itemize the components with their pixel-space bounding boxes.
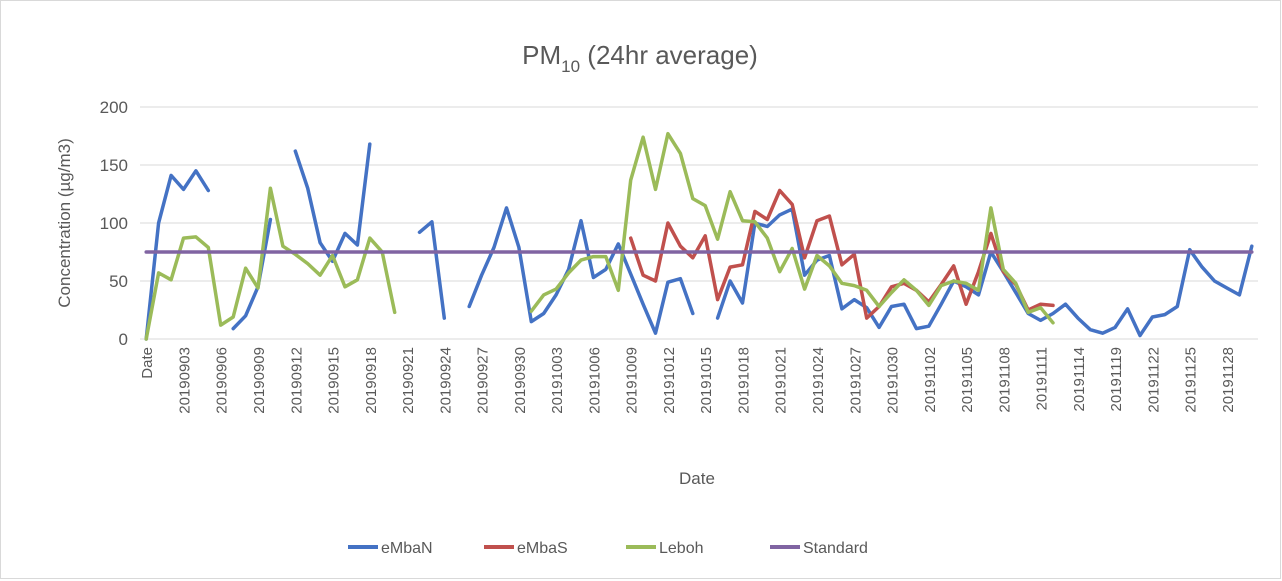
title-main: PM [522,40,561,70]
x-tick-label: 20191012 [661,347,678,414]
x-tick-label: 20191128 [1220,347,1237,413]
series-line [144,142,1254,341]
x-tick-label: 20191006 [586,347,603,414]
x-tick-label: 20190915 [326,347,343,414]
x-tick-label: 20191108 [996,347,1013,413]
x-tick-label: 20191125 [1183,347,1200,413]
x-tick-label: 20190906 [214,347,231,414]
y-tick-label: 100 [100,214,128,233]
x-tick-label: 20191018 [735,347,752,414]
x-tick-label: 20191119 [1108,347,1125,412]
chart-title: PM10 (24hr average) [522,40,758,76]
x-tick-label: 20190927 [475,347,492,414]
x-tick-label: 20191021 [773,347,790,414]
x-tick-label: 20190909 [251,347,268,414]
x-tick-label: 20190918 [363,347,380,414]
x-tick-label: 20191027 [847,347,864,414]
x-tick-label: 20191114 [1071,347,1088,412]
y-tick-label: 150 [100,156,128,175]
x-tick-label: 20191015 [698,347,715,414]
x-tick-label: 20190921 [400,347,417,414]
x-tick-label: 20191102 [922,347,939,413]
x-tick-label: 20190930 [512,347,529,414]
x-tick-label: 20191024 [810,347,827,414]
legend-label: eMbaS [517,540,568,557]
x-tick-label: 20191111 [1034,347,1051,410]
x-tick-label: 20191030 [885,347,902,414]
legend-label: eMbaN [381,540,433,557]
title-subscript: 10 [561,57,580,76]
x-tick-label: Date [139,347,156,379]
y-tick-label: 200 [100,98,128,117]
y-tick-label: 0 [119,330,128,349]
legend-label: Standard [803,540,868,557]
legend-label: Leboh [659,540,704,557]
x-tick-label: 20190903 [176,347,193,414]
x-tick-label: 20191122 [1145,347,1162,413]
x-tick-label: 20191105 [959,347,976,413]
y-axis-label: Concentration (µg/m3) [55,138,74,307]
series-line [144,131,1055,341]
y-tick-label: 50 [109,272,128,291]
x-tick-label: 20190912 [288,347,305,414]
x-tick-label: 20191009 [624,347,641,414]
x-axis-label: Date [679,469,715,488]
x-tick-label: 20191003 [549,347,566,414]
x-tick-label: 20190924 [437,347,454,414]
title-suffix: (24hr average) [580,40,758,70]
